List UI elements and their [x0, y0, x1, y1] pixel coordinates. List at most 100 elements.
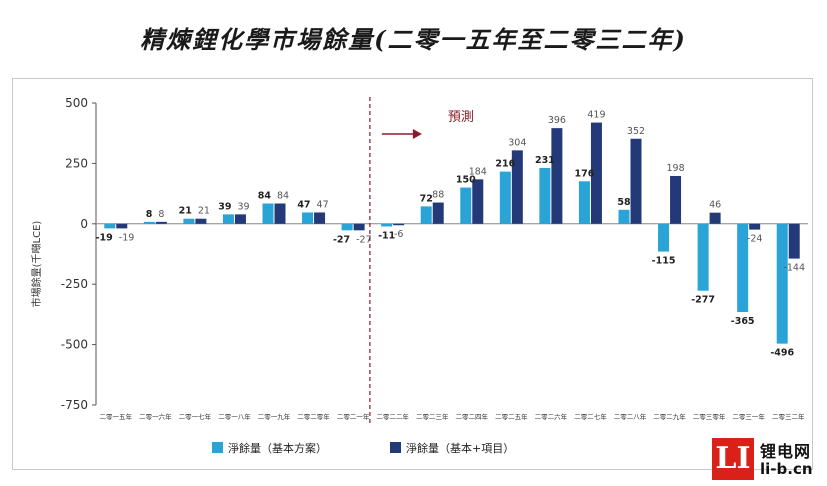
data-label-base-plus-projects: 88 — [432, 190, 444, 201]
legend-swatch-base-plus-projects — [390, 442, 401, 453]
bar-base-plus-projects — [590, 122, 602, 224]
x-tick-label: 二零三一年 — [732, 412, 765, 421]
bar-base-case — [697, 223, 709, 291]
data-label-base-plus-projects: 396 — [548, 115, 566, 126]
bar-base-plus-projects — [432, 202, 444, 224]
bar-base-plus-projects — [551, 128, 563, 224]
data-label-base-plus-projects: 8 — [158, 209, 164, 220]
x-tick-label: 二零二九年 — [653, 412, 686, 421]
bar-base-case — [381, 223, 393, 227]
data-label-base-case: -115 — [652, 256, 676, 267]
y-tick-label: 500 — [65, 96, 88, 110]
data-label-base-case: 216 — [495, 159, 515, 170]
bar-base-plus-projects — [116, 223, 128, 229]
bar-base-case — [183, 218, 195, 224]
data-label-base-case: 39 — [218, 201, 231, 212]
data-label-base-case: 72 — [420, 193, 433, 204]
data-label-base-case: -19 — [96, 232, 113, 243]
data-label-base-case: 84 — [258, 191, 272, 202]
data-label-base-case: 47 — [297, 199, 310, 210]
data-label-base-plus-projects: 39 — [237, 201, 249, 212]
forecast-arrow-head — [412, 129, 422, 139]
x-tick-label: 二零二一年 — [337, 412, 370, 421]
x-tick-label: 二零二零年 — [297, 412, 330, 421]
data-label-base-case: 176 — [575, 168, 595, 179]
x-tick-label: 二零二七年 — [574, 412, 607, 421]
bar-base-case — [578, 181, 590, 224]
legend-label-base-case: 淨餘量（基本方案） — [228, 441, 327, 455]
y-tick-label: 0 — [80, 217, 88, 231]
data-label-base-case: -11 — [378, 230, 395, 241]
legend-swatch-base-case — [212, 442, 223, 453]
x-tick-label: 二零一七年 — [179, 412, 212, 421]
data-label-base-plus-projects: 184 — [469, 166, 487, 177]
x-tick-label: 二零三零年 — [693, 412, 726, 421]
bar-base-plus-projects — [195, 218, 207, 224]
bar-base-case — [262, 203, 274, 224]
legend-label-base-plus-projects: 淨餘量（基本+項目） — [406, 441, 514, 455]
x-tick-label: 二零一五年 — [100, 412, 133, 421]
bar-base-case — [460, 187, 472, 224]
y-tick-label: -750 — [61, 398, 88, 412]
bar-base-case — [222, 214, 234, 224]
bar-base-case — [104, 223, 116, 229]
bar-base-plus-projects — [393, 223, 405, 226]
chart-title: 精煉鋰化學市場餘量(二零一五年至二零三二年) — [140, 25, 687, 54]
chart-frame — [12, 78, 813, 470]
bar-base-plus-projects — [709, 212, 721, 224]
x-tick-label: 二零二五年 — [495, 412, 528, 421]
data-label-base-plus-projects: 84 — [277, 191, 289, 202]
data-label-base-case: 21 — [179, 206, 192, 217]
bar-base-case — [776, 223, 788, 344]
y-axis-title: 市場餘量(千噸LCE) — [30, 221, 43, 308]
data-label-base-plus-projects: -24 — [747, 234, 763, 245]
bar-base-case — [737, 223, 749, 312]
bar-base-case — [539, 167, 551, 224]
x-tick-label: 二零三二年 — [772, 412, 805, 421]
data-label-base-plus-projects: 46 — [709, 200, 721, 211]
data-label-base-plus-projects: 47 — [317, 199, 329, 210]
data-label-base-plus-projects: -6 — [394, 229, 403, 240]
x-tick-label: 二零一六年 — [139, 412, 172, 421]
x-tick-label: 二零一九年 — [258, 412, 291, 421]
data-label-base-plus-projects: 419 — [587, 110, 605, 121]
data-label-base-plus-projects: -144 — [783, 263, 805, 274]
bar-base-case — [143, 221, 155, 224]
data-label-base-case: -27 — [333, 234, 350, 245]
bar-base-case — [499, 171, 511, 224]
bar-base-plus-projects — [314, 212, 326, 224]
bar-base-plus-projects — [630, 138, 642, 224]
bar-base-plus-projects — [472, 179, 484, 224]
data-label-base-plus-projects: -19 — [119, 232, 135, 243]
data-label-base-plus-projects: 198 — [666, 163, 684, 174]
x-tick-label: 二零二三年 — [416, 412, 449, 421]
x-tick-label: 二零一八年 — [218, 412, 251, 421]
bar-base-case — [618, 209, 630, 224]
forecast-label: 預測 — [448, 110, 474, 125]
bar-base-plus-projects — [274, 203, 286, 224]
bar-base-plus-projects — [353, 223, 365, 231]
data-label-base-case: 8 — [146, 209, 153, 220]
data-label-base-case: 231 — [535, 155, 555, 166]
bar-base-case — [420, 206, 432, 224]
data-label-base-case: -496 — [770, 348, 794, 359]
x-tick-label: 二零二二年 — [376, 412, 409, 421]
logo-url-text: li-b.cn — [760, 460, 813, 478]
logo-cn-text: 锂电网 — [760, 442, 812, 461]
data-label-base-case: -365 — [731, 316, 755, 327]
data-label-base-case: 58 — [617, 197, 631, 208]
bar-base-plus-projects — [670, 175, 682, 224]
data-label-base-case: 150 — [456, 175, 476, 186]
watermark-logo: LI 锂电网 li-b.cn — [712, 438, 822, 486]
bar-base-case — [341, 223, 353, 231]
y-tick-label: -250 — [61, 277, 88, 291]
bar-base-case — [658, 223, 670, 252]
logo-mark: LI — [712, 438, 754, 480]
bar-base-plus-projects — [749, 223, 761, 230]
data-label-base-plus-projects: 352 — [627, 126, 645, 137]
bar-base-plus-projects — [155, 221, 167, 224]
x-tick-label: 二零二六年 — [535, 412, 568, 421]
x-tick-label: 二零二四年 — [456, 412, 489, 421]
bar-base-plus-projects — [234, 214, 246, 224]
